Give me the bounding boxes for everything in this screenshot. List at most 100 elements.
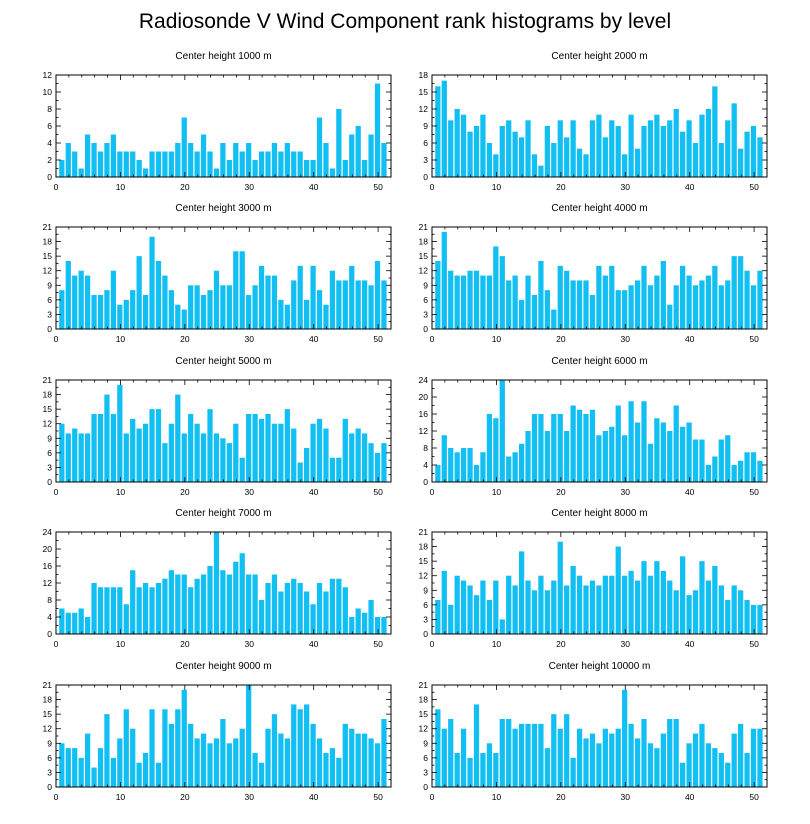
bar <box>252 285 258 329</box>
bar <box>291 704 297 787</box>
bar <box>602 137 608 177</box>
bar <box>622 435 628 482</box>
y-tick-label: 6 <box>47 121 52 131</box>
bar <box>91 143 97 177</box>
x-tick-label: 30 <box>621 182 631 192</box>
bar <box>602 575 608 634</box>
bar <box>538 575 544 634</box>
bar <box>265 275 271 329</box>
bar <box>538 414 544 482</box>
bar <box>583 154 589 177</box>
bar <box>342 723 348 787</box>
bar <box>78 433 84 482</box>
bar <box>297 709 303 787</box>
x-tick-label: 20 <box>180 487 190 497</box>
panel-title: Center height 9000 m <box>175 661 271 672</box>
bar <box>448 448 454 482</box>
bar <box>65 261 71 329</box>
bar <box>181 433 187 482</box>
bar <box>518 551 525 634</box>
bar <box>718 285 724 329</box>
bar <box>59 608 65 634</box>
y-tick-label: 15 <box>43 404 53 414</box>
panel-title: Center height 2000 m <box>551 51 647 62</box>
bar <box>641 719 647 787</box>
bar <box>699 114 705 177</box>
bar <box>246 574 252 634</box>
bar <box>712 86 718 177</box>
bar <box>207 151 213 177</box>
bar <box>460 728 467 787</box>
bar <box>544 590 550 634</box>
x-tick-label: 40 <box>685 182 695 192</box>
bar <box>576 280 583 329</box>
y-tick-label: 15 <box>419 709 429 719</box>
bar <box>454 275 460 329</box>
bar <box>692 733 699 787</box>
bar <box>149 709 155 787</box>
x-tick-label: 10 <box>492 792 502 802</box>
bar <box>213 168 220 177</box>
y-tick-label: 21 <box>43 375 53 385</box>
bar <box>284 304 290 329</box>
bar <box>531 590 538 634</box>
y-tick-label: 8 <box>47 595 52 605</box>
bar <box>634 738 641 787</box>
bar <box>104 714 110 787</box>
x-tick-label: 0 <box>54 792 59 802</box>
bar <box>304 591 310 634</box>
bar <box>91 414 97 482</box>
bar <box>473 595 480 634</box>
y-tick-label: 12 <box>419 571 429 581</box>
bar <box>609 426 615 482</box>
bar <box>680 762 686 787</box>
bar <box>757 270 763 329</box>
bar <box>110 134 116 177</box>
panel-3: Center height 3000 m 0 10 20 30 40 50 0 3 6 9 12 15 1… <box>43 203 392 344</box>
bar <box>570 405 576 482</box>
x-tick-label: 40 <box>685 334 695 344</box>
bar <box>557 265 563 329</box>
bar <box>72 151 78 177</box>
bar <box>168 290 174 329</box>
y-tick-label: 12 <box>43 266 53 276</box>
x-tick-label: 30 <box>245 334 255 344</box>
bar <box>435 261 441 329</box>
bar <box>757 728 763 787</box>
bar <box>258 600 265 634</box>
y-tick-label: 18 <box>419 237 429 247</box>
bar <box>486 143 492 177</box>
bar <box>551 309 557 329</box>
y-tick-label: 6 <box>47 295 52 305</box>
bar <box>291 428 297 482</box>
bar <box>557 728 563 787</box>
x-tick-label: 10 <box>492 334 502 344</box>
bar <box>744 270 750 329</box>
bar <box>473 465 480 482</box>
bar <box>680 265 686 329</box>
bar <box>499 126 505 177</box>
bar <box>142 295 149 329</box>
bar <box>194 151 200 177</box>
bar <box>78 608 84 634</box>
y-tick-label: 16 <box>43 561 53 571</box>
bar <box>673 405 679 482</box>
bar <box>316 117 323 177</box>
bar <box>162 578 168 634</box>
bar <box>104 290 110 329</box>
bar <box>435 86 441 177</box>
bar <box>304 448 310 482</box>
bar <box>615 290 621 329</box>
bar <box>278 299 284 329</box>
y-tick-label: 16 <box>419 409 429 419</box>
bar <box>750 604 757 634</box>
bar <box>329 270 336 329</box>
bar <box>641 126 647 177</box>
bar <box>188 587 194 634</box>
bar <box>355 608 361 634</box>
y-tick-label: 24 <box>43 527 53 537</box>
bar <box>162 443 168 482</box>
bar <box>435 709 441 787</box>
bar <box>188 285 194 329</box>
bar <box>454 575 460 634</box>
